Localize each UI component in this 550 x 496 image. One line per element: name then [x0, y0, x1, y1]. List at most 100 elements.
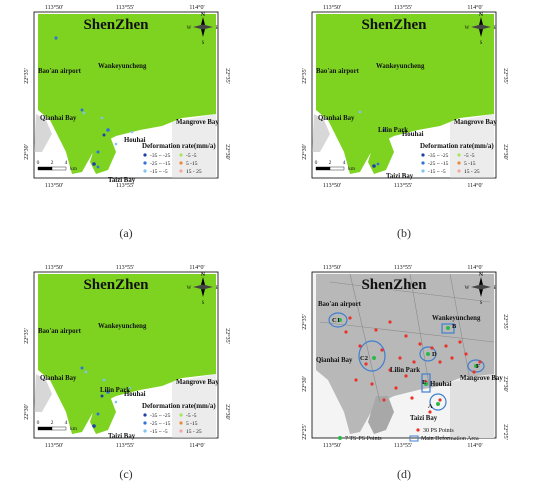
legend-item: -25 ~ -15 — [150, 161, 171, 167]
tick-top: 113°55' — [116, 264, 134, 271]
place-label: Wankeyuncheng — [376, 63, 425, 70]
area-label: D — [432, 351, 437, 358]
scale-label: 0 — [37, 420, 40, 426]
tick-bottom: 114°0' — [467, 442, 482, 449]
scale-bar — [51, 426, 67, 431]
legend-item: 15 - 25 — [186, 169, 202, 175]
tick-left: 22°30' — [23, 144, 30, 159]
scale-label: km — [70, 426, 78, 432]
compass-west: W — [465, 286, 470, 291]
tick-top: 114°0' — [467, 264, 482, 271]
legend-item: -5 -5 — [186, 153, 197, 159]
legend-swatch — [143, 413, 147, 417]
legend-item: 15 - 25 — [464, 169, 480, 175]
tick-top: 113°50' — [323, 264, 341, 271]
place-label: Qianhai Bay — [316, 357, 353, 364]
place-label: Mangrove Bay — [460, 375, 503, 382]
legend-item: -15 ~ -5 — [150, 169, 168, 175]
deformation-points — [358, 110, 386, 168]
legend-item: -35 ~ -25 — [428, 153, 449, 159]
area-label: C2 — [360, 355, 368, 362]
map-title: ShenZhen — [361, 277, 427, 293]
tick-bottom: 113°55' — [116, 182, 134, 189]
north-arrow-icon — [471, 277, 491, 297]
tick-top: 113°50' — [45, 264, 63, 271]
legend-item: -5 -5 — [464, 153, 475, 159]
place-label: Qianhai Bay — [318, 115, 355, 122]
legend-swatch — [179, 429, 183, 433]
legend-item: -25 ~ -15 — [150, 421, 171, 427]
legend-swatch — [421, 153, 425, 157]
legend-swatch — [143, 161, 147, 165]
north-arrow-icon — [471, 17, 491, 37]
scale-bar — [37, 166, 53, 171]
tick-top: 113°55' — [116, 4, 134, 11]
legend-title: Deformation rate(mm/a) — [420, 142, 494, 150]
place-label: Lilin Park — [390, 367, 420, 374]
tick-left: 22°35' — [23, 68, 30, 83]
map-panel-a: 113°50' 113°55' 114°0' 113°50' 113°55' 22°35'… — [12, 2, 240, 200]
place-label: Bao'an airport — [38, 328, 82, 335]
place-label: Mangrove Bay — [176, 379, 219, 386]
legend-swatch — [143, 169, 147, 173]
compass-east: E — [493, 286, 496, 291]
tick-top: 114°0' — [189, 4, 204, 11]
place-label: Wankeyuncheng — [98, 323, 147, 330]
urban-base — [316, 273, 495, 438]
scale-label: km — [70, 166, 78, 172]
legend-item: 7 TS-PS Points — [345, 436, 382, 442]
north-arrow-icon — [193, 277, 213, 297]
scale-label: 4 — [65, 420, 68, 426]
place-label: Wankeyuncheng — [432, 315, 481, 322]
place-label: Houhai — [402, 131, 424, 138]
scale-label: km — [348, 166, 356, 172]
deformation-areas — [328, 312, 485, 411]
tick-top: 113°50' — [45, 4, 63, 11]
tick-left: 22°30' — [23, 404, 30, 419]
tick-right: 22°35' — [502, 68, 509, 83]
area-label: C1 — [332, 317, 340, 324]
place-label: Bao'an airport — [318, 301, 362, 308]
compass-south: S — [202, 301, 205, 306]
compass-west: W — [187, 286, 192, 291]
tick-bottom: 113°50' — [323, 182, 341, 189]
legend-swatch — [409, 435, 419, 442]
map-title: ShenZhen — [361, 17, 427, 33]
place-label: Houhai — [430, 381, 452, 388]
legend-swatch — [421, 169, 425, 173]
map-d: 113°50' 113°55' 114°0' 113°50' 113°55' 114°0'… — [301, 264, 509, 449]
tick-bottom: 113°50' — [45, 442, 63, 449]
place-label: Mangrove Bay — [454, 119, 497, 126]
map-panel-b: 113°50' 113°55' 114°0' 113°50' 113°55' 114°0'… — [290, 2, 518, 200]
place-label: Mangrove Bay — [176, 119, 219, 126]
area-label: B — [452, 323, 457, 330]
place-label: Bao'an airport — [38, 68, 82, 75]
tick-left: 22°30' — [301, 144, 308, 159]
scale-label: 0 — [37, 160, 40, 166]
tick-bottom: 113°55' — [116, 442, 134, 449]
legend-item: -25 ~ -15 — [428, 161, 449, 167]
compass-north: N — [201, 12, 205, 18]
place-label: Qianhai Bay — [40, 375, 77, 382]
legend-swatch — [457, 161, 461, 165]
place-label: Lilin Park — [378, 127, 408, 134]
legend-item: -35 ~ -25 — [150, 153, 171, 159]
tick-right: 22°30' — [502, 144, 509, 159]
legend-item: 5 -15 — [186, 421, 198, 427]
scale-label: 4 — [343, 160, 346, 166]
place-label: Taizi Bay — [410, 415, 438, 422]
compass-west: W — [465, 26, 470, 31]
tick-bottom: 113°55' — [394, 442, 412, 449]
tick-right: 22°30' — [502, 376, 509, 391]
place-label: Taizi Bay — [108, 177, 136, 184]
legend-item: 5 -15 — [186, 161, 198, 167]
map-title: ShenZhen — [83, 277, 149, 293]
tick-bottom: 113°55' — [394, 182, 412, 189]
scale-bar — [329, 166, 345, 171]
legend-swatch — [421, 161, 425, 165]
north-arrow-icon — [193, 17, 213, 37]
caption-a: (a) — [119, 226, 133, 240]
legend-swatch — [143, 153, 147, 157]
tick-bottom: 113°50' — [45, 182, 63, 189]
tick-left: 22°35' — [301, 68, 308, 83]
